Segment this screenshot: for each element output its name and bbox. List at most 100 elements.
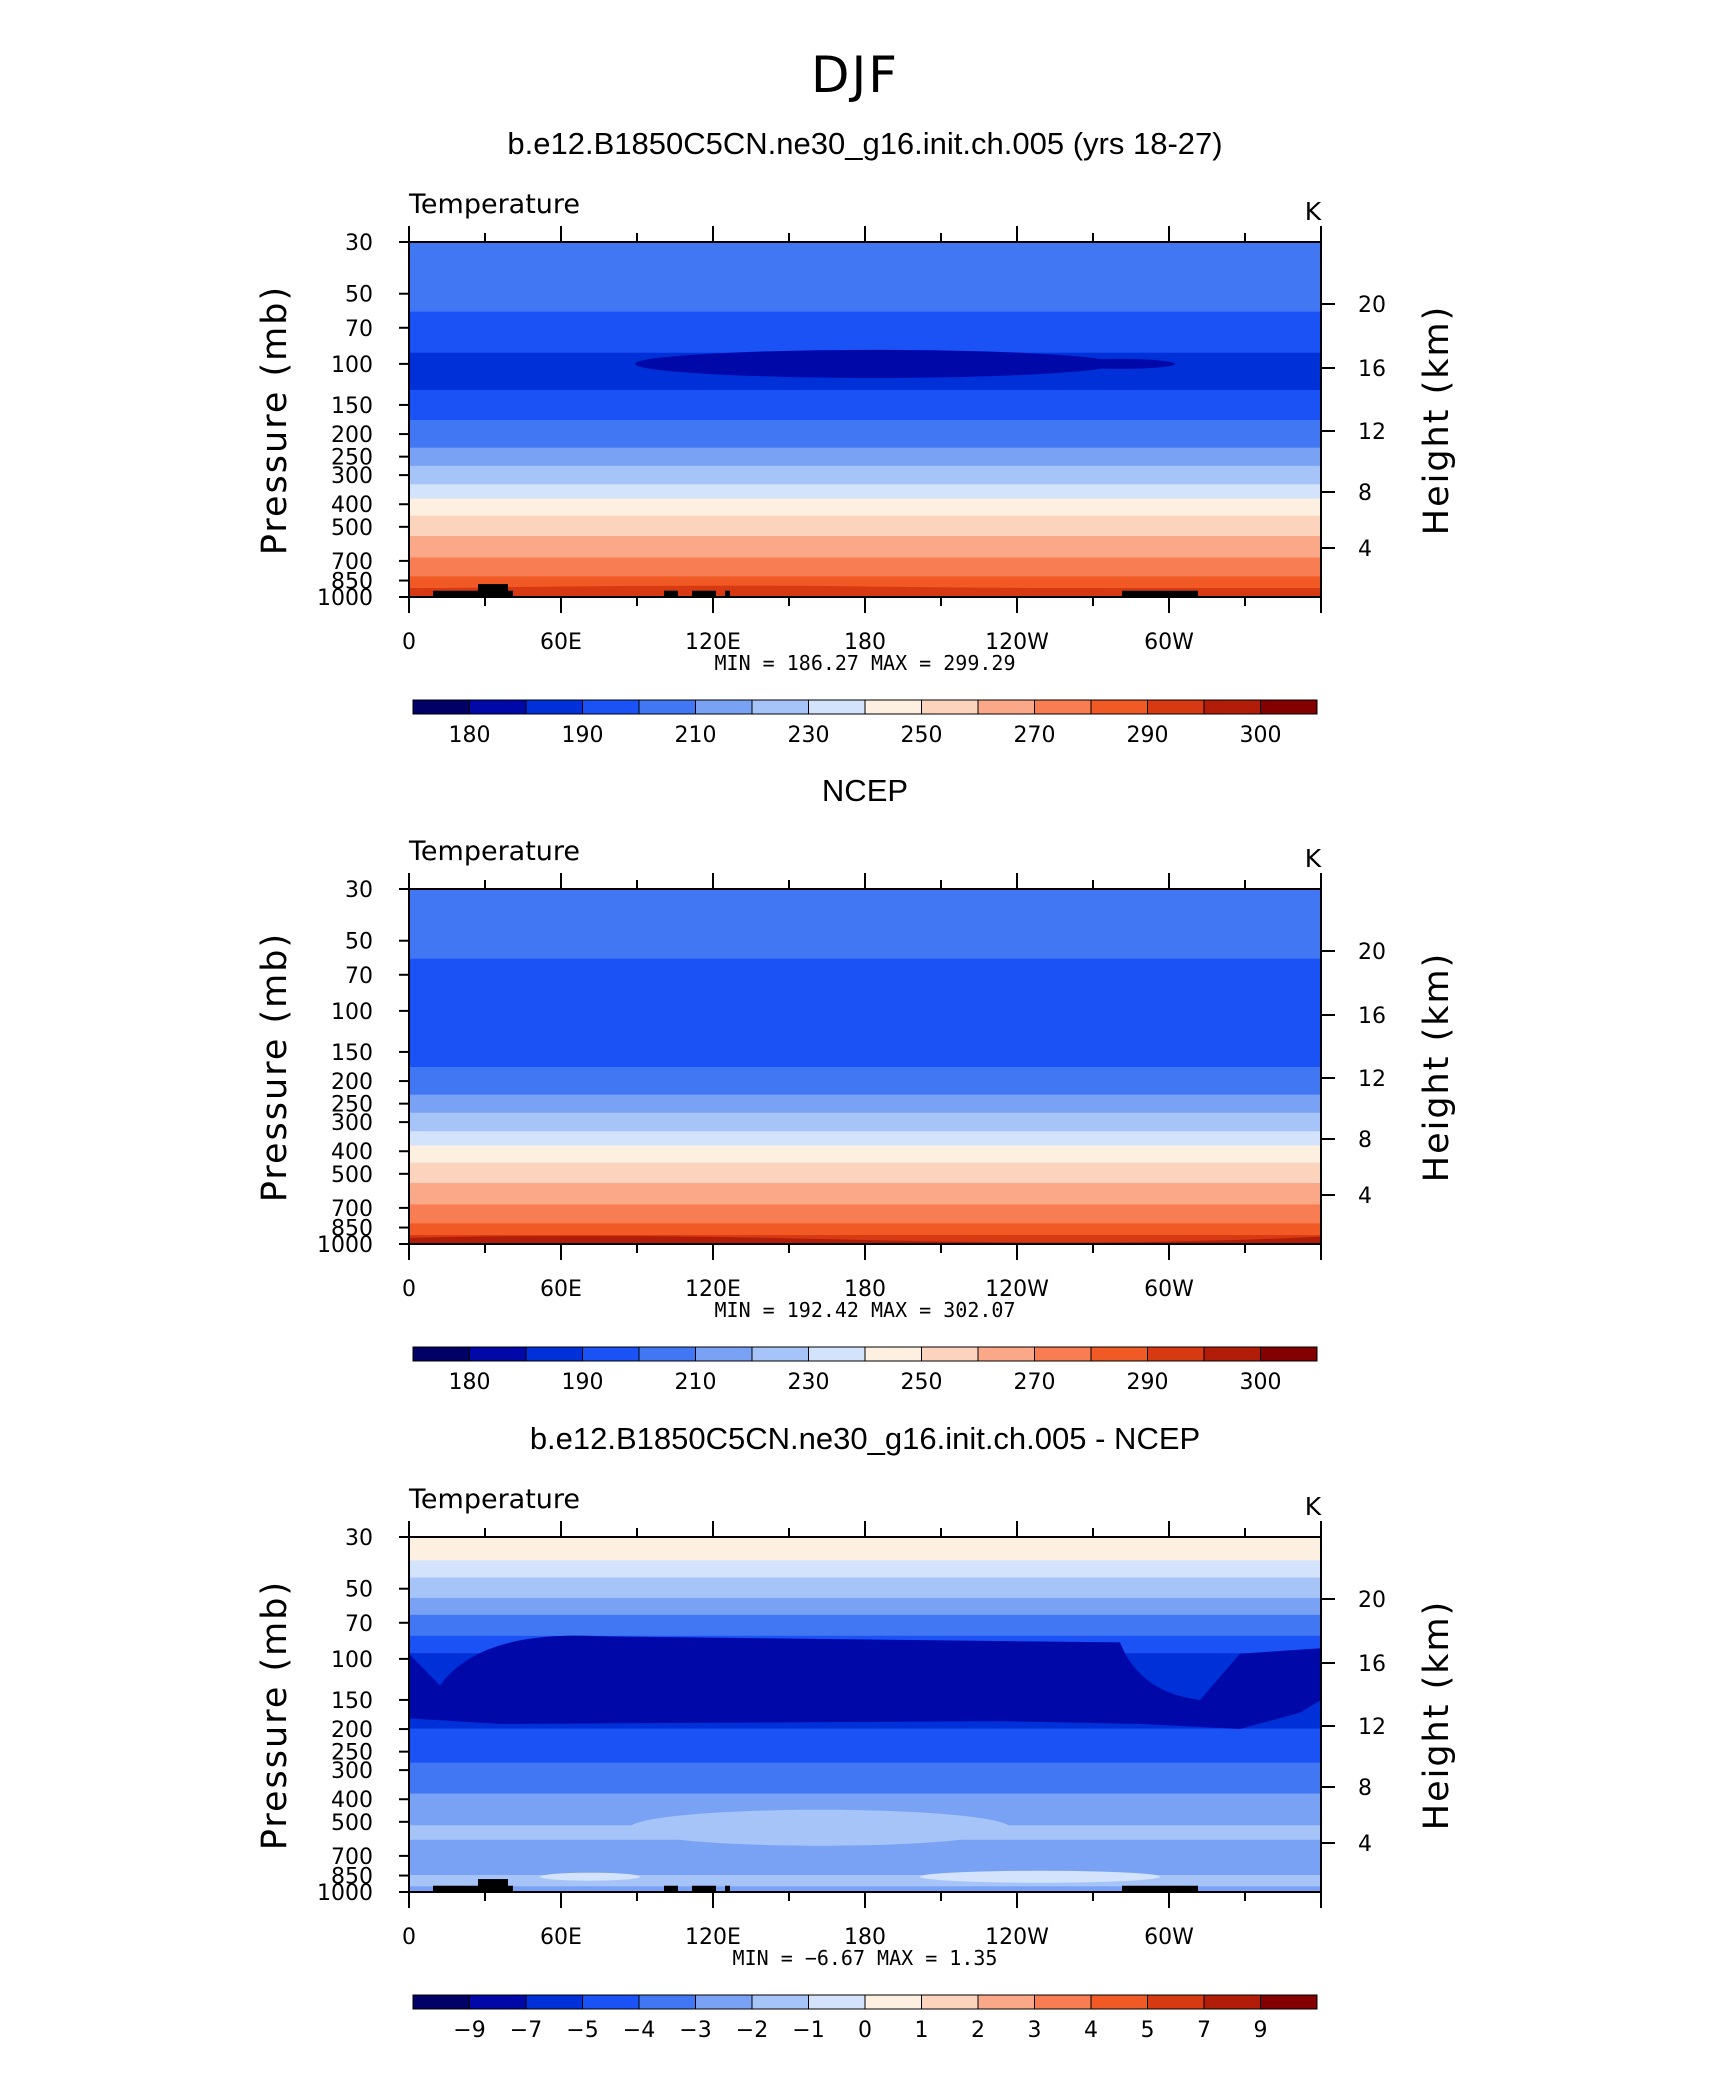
- min-max-stats: MIN = 192.42 MAX = 302.07: [714, 1298, 1015, 1322]
- y-tick-right-label: 12: [1358, 420, 1386, 445]
- colorbar-swatch: [1260, 1346, 1318, 1362]
- contour-field: [409, 889, 1321, 1244]
- contour-band: [409, 1131, 1321, 1147]
- topography-mask: [692, 590, 716, 597]
- contour-band: [409, 1182, 1321, 1206]
- y-tick-label: 500: [331, 1811, 373, 1836]
- colorbar-swatch: [1090, 1346, 1148, 1362]
- y-tick-right-label: 8: [1358, 481, 1372, 506]
- colorbar-swatch: [1090, 1994, 1148, 2010]
- y-axis-title: Pressure (mb): [255, 1580, 295, 1850]
- topography-mask: [478, 1879, 508, 1892]
- colorbar-swatch: [1090, 699, 1148, 715]
- colorbar-swatch: [412, 1346, 470, 1362]
- panel-units: K: [1305, 1492, 1322, 1521]
- x-tick-label: 180: [844, 1277, 886, 1302]
- y-tick-label: 50: [345, 930, 373, 955]
- contour-band: [409, 1204, 1321, 1225]
- colorbar-label: 7: [1197, 2018, 1211, 2043]
- y-tick-right-label: 16: [1358, 1004, 1386, 1029]
- panel-subtitle-left: Temperature: [408, 1484, 580, 1515]
- contour-band: [409, 1597, 1321, 1616]
- colorbar-label: −7: [510, 2018, 542, 2043]
- contour-band: [409, 1614, 1321, 1637]
- colorbar-swatch: [977, 1994, 1035, 2010]
- colorbar-swatch: [1034, 1346, 1092, 1362]
- x-tick-label: 180: [844, 1925, 886, 1950]
- y-tick-right-label: 12: [1358, 1715, 1386, 1740]
- y-tick-label: 850: [331, 570, 373, 595]
- colorbar-swatch: [1203, 699, 1261, 715]
- colorbar-swatch: [638, 1346, 696, 1362]
- y-tick-label: 700: [331, 550, 373, 575]
- contour-band: [409, 1762, 1321, 1795]
- y-tick-label: 250: [331, 1093, 373, 1118]
- y-tick-label: 400: [331, 493, 373, 518]
- x-tick-label: 60E: [540, 630, 582, 655]
- y-tick-label: 400: [331, 1788, 373, 1813]
- x-tick-label: 60W: [1144, 1925, 1194, 1950]
- colorbar-swatch: [808, 1346, 866, 1362]
- contour-band: [409, 498, 1321, 517]
- y-tick-label: 70: [345, 317, 373, 342]
- topography-mask: [1122, 590, 1198, 597]
- colorbar-label: 4: [1084, 2018, 1098, 2043]
- panel-units: K: [1305, 844, 1322, 873]
- surface-band: [409, 1235, 1321, 1244]
- weak-anomaly: [540, 1872, 640, 1881]
- y-tick-label: 30: [345, 231, 373, 256]
- min-max-stats: MIN = 186.27 MAX = 299.29: [714, 651, 1015, 675]
- contour-field: [409, 242, 1321, 597]
- panel-subtitle-left: Temperature: [408, 836, 580, 867]
- contour-band: [409, 1223, 1321, 1237]
- y-tick-label: 150: [331, 1041, 373, 1066]
- x-tick-label: 60E: [540, 1277, 582, 1302]
- topography-mask: [725, 1885, 730, 1892]
- colorbar-swatch: [695, 1994, 753, 2010]
- colorbar-swatch: [1203, 1994, 1261, 2010]
- y-tick-label: 30: [345, 878, 373, 903]
- y-axis-right-title: Height (km): [1417, 305, 1457, 536]
- y-tick-label: 150: [331, 1689, 373, 1714]
- colorbar-swatch: [1147, 1346, 1205, 1362]
- contour-band: [409, 484, 1321, 500]
- colorbar-label: 180: [449, 723, 491, 748]
- y-tick-right-label: 16: [1358, 357, 1386, 382]
- colorbar-label: −1: [792, 2018, 824, 2043]
- topography-mask: [433, 1885, 513, 1892]
- colorbar-swatch: [412, 699, 470, 715]
- contour-band: [409, 889, 1321, 931]
- topography-mask: [664, 590, 678, 597]
- topography-mask: [1122, 1885, 1198, 1892]
- colorbar-label: 300: [1240, 723, 1282, 748]
- y-tick-label: 200: [331, 423, 373, 448]
- y-tick-label: 150: [331, 394, 373, 419]
- contour-band: [409, 242, 1321, 284]
- y-tick-right-label: 8: [1358, 1776, 1372, 1801]
- y-tick-label: 30: [345, 1526, 373, 1551]
- colorbar-label: 1: [915, 2018, 929, 2043]
- colorbar-swatch: [1260, 699, 1318, 715]
- y-tick-label: 500: [331, 1163, 373, 1188]
- x-tick-label: 60E: [540, 1925, 582, 1950]
- x-tick-label: 120W: [985, 1277, 1049, 1302]
- colorbar-swatch: [525, 699, 583, 715]
- x-tick-label: 120E: [685, 630, 741, 655]
- cold-anomaly: [409, 1635, 1321, 1730]
- colorbar-label: 230: [788, 723, 830, 748]
- colorbar-label: 190: [562, 723, 604, 748]
- colorbar-swatch: [1034, 699, 1092, 715]
- topography-mask: [725, 590, 730, 597]
- panel-title: b.e12.B1850C5CN.ne30_g16.init.ch.005 (yr…: [507, 126, 1222, 161]
- colorbar-swatch: [977, 699, 1035, 715]
- contour-band: [409, 1094, 1321, 1114]
- y-tick-label: 50: [345, 283, 373, 308]
- colorbar-swatch: [582, 1994, 640, 2010]
- colorbar-label: 300: [1240, 1370, 1282, 1395]
- colorbar-label: −3: [679, 2018, 711, 2043]
- x-tick-label: 120W: [985, 1925, 1049, 1950]
- colorbar-swatch: [864, 1994, 922, 2010]
- colorbar-swatch: [921, 1346, 979, 1362]
- y-tick-label: 200: [331, 1070, 373, 1095]
